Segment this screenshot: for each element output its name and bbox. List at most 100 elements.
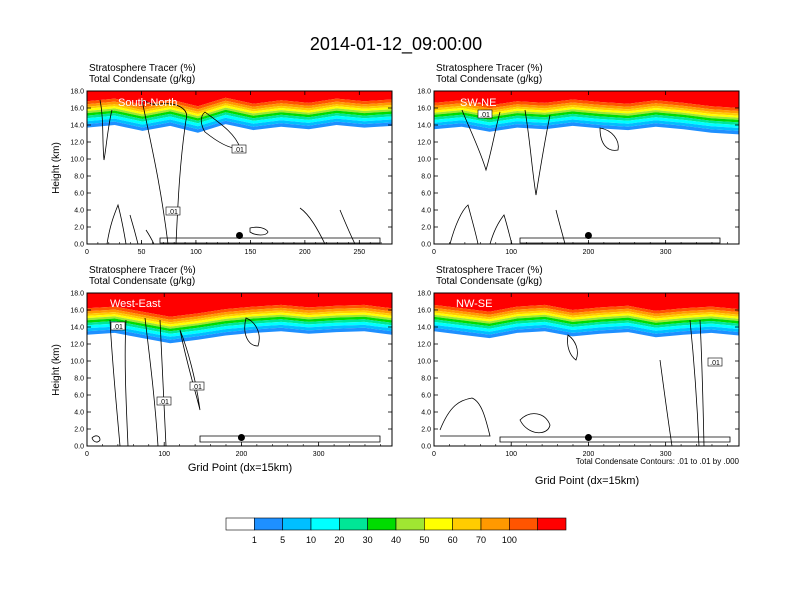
location-marker xyxy=(584,434,592,441)
colorbar-label: 60 xyxy=(448,535,458,545)
panel-title-tracer: Stratosphere Tracer (%) xyxy=(89,265,196,276)
y-tick-label: 12.0 xyxy=(70,342,84,349)
tracer-band xyxy=(87,293,392,317)
y-tick-label: 12.0 xyxy=(417,140,431,147)
y-tick-label: 4.0 xyxy=(74,410,84,417)
colorbar-swatch xyxy=(537,517,567,531)
colorbar-swatch xyxy=(452,517,482,531)
tracer-band xyxy=(434,312,739,322)
plot-frame xyxy=(433,90,740,245)
panel-west-east: Stratosphere Tracer (%) Total Condensate… xyxy=(70,265,393,458)
tracer-band xyxy=(87,304,392,320)
tracer-band xyxy=(434,310,739,320)
contour-line xyxy=(200,111,241,149)
y-tick-label: 2.0 xyxy=(421,225,431,232)
panel-title-condensate: Total Condensate (g/kg) xyxy=(89,74,195,85)
colorbar-swatch xyxy=(480,517,510,531)
contour-label-box xyxy=(110,321,126,331)
tracer-band xyxy=(87,316,392,332)
colorbar-label: 5 xyxy=(280,535,285,545)
contour-label: .01 xyxy=(113,324,123,331)
colorbar-swatch xyxy=(282,517,312,531)
y-tick-label: 6.0 xyxy=(421,191,431,198)
x-tick-label: 0 xyxy=(432,249,436,256)
y-tick-label: 6.0 xyxy=(74,191,84,198)
y-tick-label: 18.0 xyxy=(70,89,84,96)
contour-line xyxy=(106,203,127,244)
y-tick-label: 14.0 xyxy=(70,325,84,332)
x-tick-label: 0 xyxy=(85,249,89,256)
colorbar-swatch xyxy=(424,517,453,531)
colorbar-label: 40 xyxy=(391,535,401,545)
contour-line xyxy=(555,209,566,244)
tracer-band xyxy=(87,314,392,329)
y-tick-label: 10.0 xyxy=(70,359,84,366)
x-tick-label: 300 xyxy=(660,451,672,458)
tracer-band xyxy=(87,307,392,323)
colorbar-swatch xyxy=(395,517,425,531)
colorbar-swatch xyxy=(367,517,397,531)
colorbar: 1 5 10 20 30 40 50 60 70 100 xyxy=(225,517,567,545)
contour-line xyxy=(449,204,479,244)
tracer-band xyxy=(434,99,739,111)
tracer-band xyxy=(434,321,739,332)
contour-label-box xyxy=(156,396,172,406)
panel-south-north: Stratosphere Tracer (%) Total Condensate… xyxy=(70,63,393,256)
tracer-band xyxy=(87,112,392,124)
colorbar-swatch xyxy=(339,517,368,531)
tracer-band xyxy=(87,321,392,337)
figure-title: 2014-01-12_09:00:00 xyxy=(310,34,482,55)
panel-direction-label: West-East xyxy=(110,298,161,310)
plot-frame xyxy=(433,292,740,447)
contour-label-box xyxy=(477,109,493,119)
contour-label: .01 xyxy=(168,209,178,216)
contour-line xyxy=(519,413,551,434)
contour-line xyxy=(249,226,269,236)
x-tick-label: 200 xyxy=(236,451,248,458)
y-tick-label: 8.0 xyxy=(74,376,84,383)
y-tick-label: 2.0 xyxy=(74,225,84,232)
tracer-field xyxy=(434,293,739,339)
tracer-band xyxy=(434,314,739,324)
colorbar-label: 100 xyxy=(502,535,517,545)
contour-line xyxy=(499,436,731,443)
contour-line xyxy=(489,214,513,244)
contour-line xyxy=(109,319,129,446)
tracer-field xyxy=(87,91,392,133)
panel-title-tracer: Stratosphere Tracer (%) xyxy=(89,63,196,74)
panel-direction-label: NW-SE xyxy=(456,298,492,310)
colorbar-label: 1 xyxy=(252,535,257,545)
x-tick-label: 150 xyxy=(245,249,257,256)
y-tick-label: 0.0 xyxy=(421,242,431,249)
contour-line xyxy=(461,109,501,172)
y-tick-label: 8.0 xyxy=(74,174,84,181)
contour-line xyxy=(599,127,619,151)
tracer-band xyxy=(434,293,739,312)
contour-label-box xyxy=(231,144,247,154)
tracer-band xyxy=(434,105,739,116)
y-tick-label: 16.0 xyxy=(70,308,84,315)
axes: 0 100 200 300 0.0 2.0 4.0 6.0 8.0 10.0 12.0 14.0 16.… xyxy=(417,291,739,458)
y-tick-label: 6.0 xyxy=(74,393,84,400)
contour-line xyxy=(524,109,551,196)
contour-line xyxy=(159,237,381,244)
y-tick-label: 16.0 xyxy=(70,106,84,113)
colorbar-label: 30 xyxy=(363,535,373,545)
x-tick-label: 200 xyxy=(583,249,595,256)
tracer-band xyxy=(434,116,739,128)
y-tick-label: 14.0 xyxy=(417,123,431,130)
y-tick-label: 6.0 xyxy=(421,393,431,400)
panel-title-condensate: Total Condensate (g/kg) xyxy=(436,74,542,85)
contour-line xyxy=(91,435,101,443)
y-axis-label: Height (km) xyxy=(51,344,62,396)
tracer-band xyxy=(434,109,739,120)
x-tick-label: 100 xyxy=(505,451,517,458)
contour-label: .01 xyxy=(480,112,490,119)
y-tick-label: 0.0 xyxy=(421,444,431,451)
tracer-band xyxy=(87,97,392,110)
y-tick-label: 18.0 xyxy=(70,291,84,298)
x-tick-label: 300 xyxy=(660,249,672,256)
tracer-band xyxy=(434,304,739,315)
y-tick-label: 16.0 xyxy=(417,106,431,113)
tracer-band xyxy=(87,324,392,340)
